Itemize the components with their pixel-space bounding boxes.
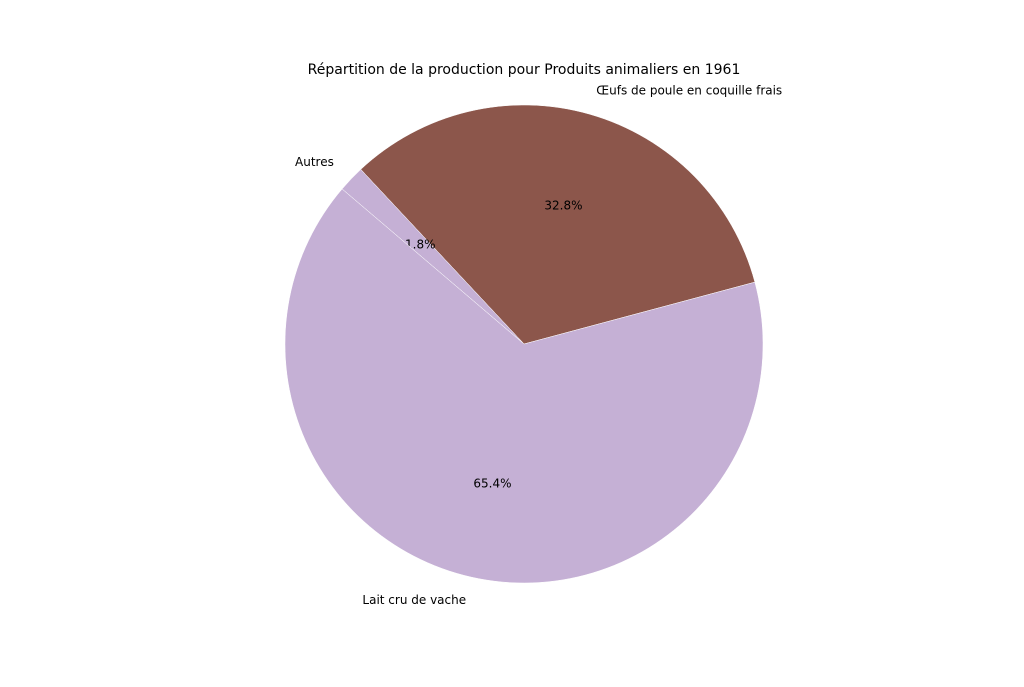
value-label: 1.8% xyxy=(405,237,436,251)
slice-label: Œufs de poule en coquille frais xyxy=(596,84,782,98)
pie-slice xyxy=(284,188,764,584)
slice-label: Autres xyxy=(295,155,334,169)
chart-title: Répartition de la production pour Produi… xyxy=(308,62,741,78)
value-label: 65.4% xyxy=(473,476,511,490)
value-label: 32.8% xyxy=(544,199,582,213)
pie-slice xyxy=(360,104,756,345)
slice-label: Lait cru de vache xyxy=(362,593,466,607)
